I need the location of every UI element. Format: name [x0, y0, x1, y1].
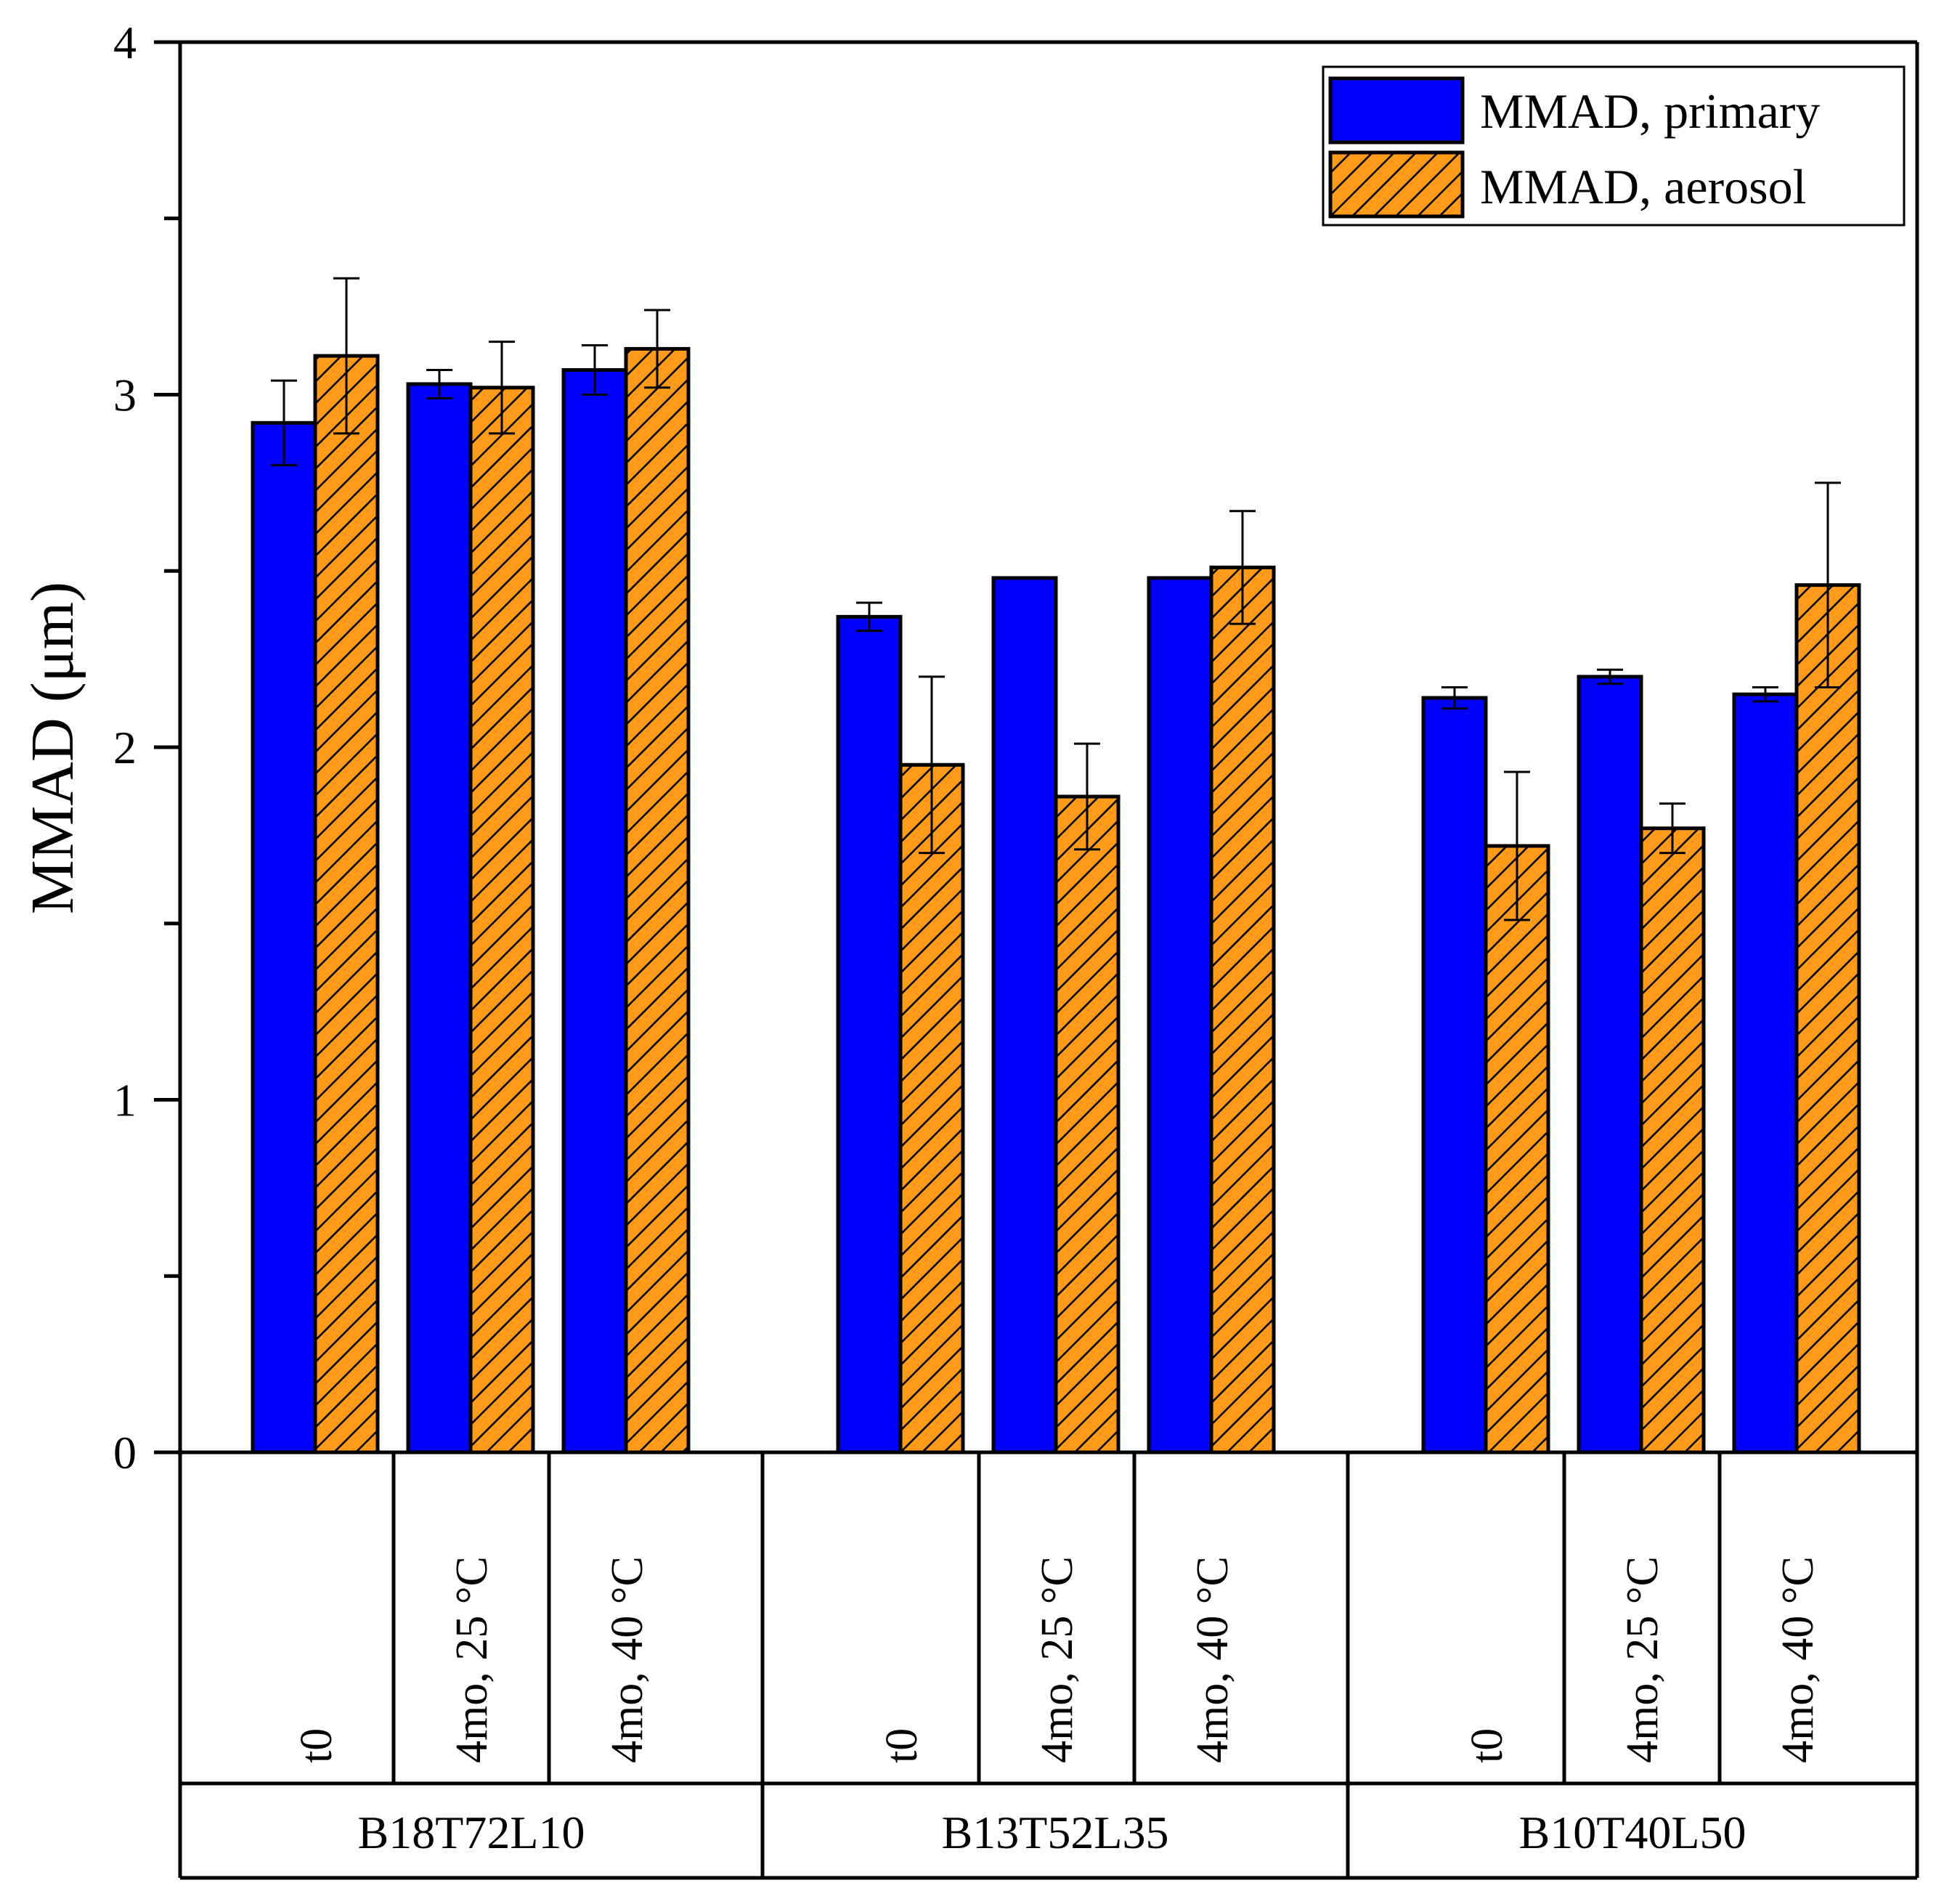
bar-aerosol-0	[313, 354, 380, 1455]
condition-label: 4mo, 25 °C	[1618, 1556, 1667, 1763]
bar-aerosol-1	[468, 386, 535, 1455]
bar-aerosol-8	[1794, 583, 1861, 1455]
category-table: B18T72L10 t0 4mo, 25 °C 4mo, 40 °C B13T52L35…	[178, 1452, 1919, 1880]
y-axis-label: MMAD (μm)	[19, 582, 86, 914]
bar-primary-3	[836, 614, 903, 1455]
legend: MMAD, primary MMAD, aerosol	[1322, 65, 1906, 227]
condition-label: t0	[292, 1728, 341, 1763]
condition-label: t0	[1463, 1728, 1512, 1763]
bar-aerosol-7	[1639, 826, 1706, 1455]
y-tick-label: 2	[113, 722, 137, 773]
bar-aerosol-3	[898, 762, 965, 1455]
bar-aerosol-6	[1484, 844, 1550, 1455]
y-tick-label: 1	[113, 1075, 137, 1126]
condition-label: 4mo, 25 °C	[1033, 1556, 1082, 1763]
condition-label: 4mo, 40 °C	[603, 1556, 652, 1763]
condition-label: 4mo, 40 °C	[1773, 1556, 1823, 1763]
bar-primary-4	[991, 576, 1058, 1455]
bar-primary-8	[1732, 692, 1799, 1455]
y-axis-ticks: 0 1 2 3 4	[113, 17, 180, 1478]
condition-label: 4mo, 25 °C	[447, 1556, 497, 1763]
bar-aerosol-4	[1054, 794, 1121, 1455]
group-label-1: B13T52L35	[942, 1807, 1169, 1858]
legend-swatch-primary	[1328, 76, 1465, 145]
condition-label: t0	[877, 1728, 927, 1763]
bar-primary-1	[406, 382, 473, 1455]
bar-primary-2	[561, 368, 628, 1455]
error-bars-layer	[271, 277, 1841, 922]
group-label-2: B10T40L50	[1519, 1807, 1746, 1858]
bar-primary-5	[1147, 576, 1213, 1455]
bar-primary-6	[1421, 696, 1488, 1455]
bar-primary-7	[1577, 675, 1643, 1455]
condition-label: 4mo, 40 °C	[1188, 1556, 1237, 1763]
bar-aerosol-2	[624, 346, 691, 1455]
y-tick-label: 0	[113, 1427, 137, 1478]
bars-layer	[251, 346, 1861, 1455]
legend-swatch-aerosol	[1328, 150, 1465, 219]
bar-aerosol-5	[1209, 565, 1276, 1455]
legend-label-primary: MMAD, primary	[1480, 84, 1820, 139]
y-tick-label: 4	[113, 17, 137, 68]
bar-primary-0	[251, 420, 317, 1455]
y-tick-label: 3	[113, 370, 137, 421]
legend-label-aerosol: MMAD, aerosol	[1480, 159, 1807, 214]
group-label-0: B18T72L10	[358, 1807, 585, 1858]
